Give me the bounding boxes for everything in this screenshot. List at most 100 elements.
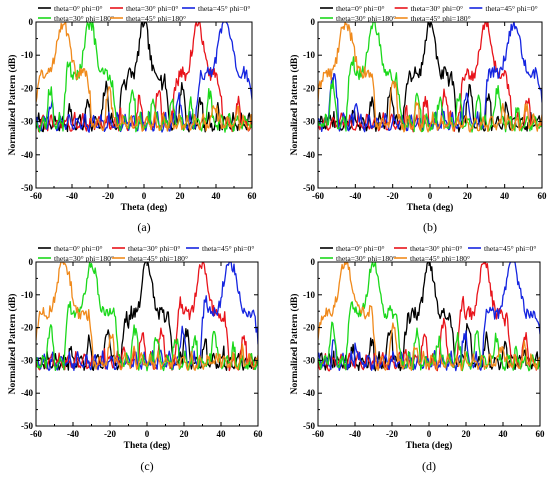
legend-label: theta=30° phi=180° xyxy=(336,14,396,23)
y-tick-label: -50 xyxy=(21,421,33,431)
legend-label: theta=45° phi=180° xyxy=(126,14,186,23)
y-tick-label: -50 xyxy=(303,183,315,193)
x-tick-label: 20 xyxy=(462,429,472,439)
x-tick-label: 20 xyxy=(176,191,186,201)
legend-label: theta=45° phi=0° xyxy=(198,4,250,13)
legend: theta=0° phi=0° theta=30° phi=0° theta=45°… xyxy=(38,244,254,263)
y-tick-label: -10 xyxy=(303,50,315,60)
y-tick-label: 0 xyxy=(29,257,34,267)
x-tick-label: -60 xyxy=(312,191,324,201)
x-tick-label: 20 xyxy=(180,429,190,439)
y-tick-label: -30 xyxy=(303,355,315,365)
x-tick-label: 40 xyxy=(499,429,509,439)
x-tick-label: 40 xyxy=(212,191,222,201)
x-tick-label: -60 xyxy=(30,191,42,201)
series-group xyxy=(36,262,258,372)
series-line-5 xyxy=(318,262,540,372)
y-tick-label: -30 xyxy=(303,117,315,127)
chart-panel-4: -60 -40 -20 0 20 40 60 0 -10 -20 -30 -40 -50 Theta (d… xyxy=(289,244,545,473)
series-line-4 xyxy=(318,22,542,133)
legend-label: theta=30° phi=0° xyxy=(126,4,178,13)
legend-label: theta=0° phi=0° xyxy=(54,4,103,13)
x-tick-label: 60 xyxy=(248,191,258,201)
series-line-5 xyxy=(36,262,258,371)
y-tick-label: -20 xyxy=(21,83,33,93)
x-tick-label: 60 xyxy=(538,191,548,201)
x-tick-label: -20 xyxy=(104,429,116,439)
y-tick-label: -10 xyxy=(21,290,33,300)
legend-label: theta=30° phi=180° xyxy=(54,254,114,263)
x-axis-label: Theta (deg) xyxy=(406,440,453,451)
legend-label: theta=45° phi=0° xyxy=(484,244,536,253)
x-tick-label: -40 xyxy=(349,191,361,201)
x-tick-label: -60 xyxy=(312,429,324,439)
x-tick-label: -40 xyxy=(66,191,78,201)
x-tick-label: 40 xyxy=(217,429,227,439)
legend-label: theta=30° phi=0° xyxy=(411,4,463,13)
chart-panel-1: -60 -40 -20 0 20 40 60 0 -10 -20 -30 -40 -50 Theta (d… xyxy=(7,4,257,234)
x-axis-label: Theta (deg) xyxy=(407,202,454,213)
x-tick-label: 0 xyxy=(145,429,150,439)
series-line-3 xyxy=(36,22,252,133)
legend-label: theta=30° phi=0° xyxy=(128,244,180,253)
y-axis-label: Normalized Pattern (dB) xyxy=(289,55,300,156)
x-tick-label: -40 xyxy=(349,429,361,439)
legend-label: theta=0° phi=0° xyxy=(336,244,385,253)
legend: theta=0° phi=0° theta=30° phi=0° theta=45°… xyxy=(320,4,538,23)
y-axis-label: Normalized Pattern (dB) xyxy=(7,55,18,156)
legend-label: theta=0° phi=0° xyxy=(336,4,385,13)
series-line-1 xyxy=(36,262,258,371)
y-tick-label: -10 xyxy=(21,50,33,60)
y-tick-label: -20 xyxy=(303,83,315,93)
y-tick-label: 0 xyxy=(311,257,316,267)
series-group xyxy=(318,22,542,133)
y-tick-label: -40 xyxy=(303,388,315,398)
panel-label: (b) xyxy=(423,220,437,234)
y-tick-label: -20 xyxy=(303,323,315,333)
x-tick-label: 0 xyxy=(427,429,432,439)
chart-panel-3: -60 -40 -20 0 20 40 60 0 -10 -20 -30 -40 -50 Theta (d… xyxy=(7,244,263,473)
y-tick-label: -10 xyxy=(303,290,315,300)
x-tick-label: 60 xyxy=(254,429,264,439)
x-tick-label: -20 xyxy=(386,429,398,439)
y-tick-label: -40 xyxy=(21,150,33,160)
series-line-5 xyxy=(318,22,542,133)
x-tick-label: 40 xyxy=(500,191,510,201)
legend: theta=0° phi=0° theta=30° phi=0° theta=45°… xyxy=(38,4,250,23)
legend-label: theta=30° phi=180° xyxy=(336,254,396,263)
series-line-5 xyxy=(36,22,252,132)
legend-label: theta=30° phi=0° xyxy=(410,244,462,253)
legend: theta=0° phi=0° theta=30° phi=0° theta=45°… xyxy=(320,244,536,263)
y-tick-label: -50 xyxy=(21,183,33,193)
y-tick-label: -50 xyxy=(303,421,315,431)
legend-label: theta=45° phi=180° xyxy=(410,254,470,263)
y-tick-label: -30 xyxy=(21,355,33,365)
y-tick-label: 0 xyxy=(311,17,316,27)
x-axis-label: Theta (deg) xyxy=(121,202,168,213)
legend-label: theta=45° phi=180° xyxy=(411,14,471,23)
x-axis-label: Theta (deg) xyxy=(124,440,171,451)
x-tick-label: 60 xyxy=(536,429,546,439)
x-tick-label: 0 xyxy=(142,191,147,201)
series-line-2 xyxy=(318,262,540,372)
legend-label: theta=45° phi=0° xyxy=(485,4,537,13)
y-tick-label: -40 xyxy=(21,388,33,398)
x-tick-label: -20 xyxy=(102,191,114,201)
y-tick-label: -20 xyxy=(21,323,33,333)
plot-frame xyxy=(35,261,259,427)
panel-label: (c) xyxy=(140,459,153,473)
series-group xyxy=(36,22,252,133)
y-tick-label: -30 xyxy=(21,117,33,127)
plot-frame xyxy=(35,21,253,189)
series-line-4 xyxy=(36,22,252,133)
chart-panel-2: -60 -40 -20 0 20 40 60 0 -10 -20 -30 -40 -50 Theta (d… xyxy=(289,4,547,234)
y-axis-label: Normalized Pattern (dB) xyxy=(289,294,300,395)
x-tick-label: -20 xyxy=(387,191,399,201)
legend-label: theta=0° phi=0° xyxy=(54,244,103,253)
y-tick-label: 0 xyxy=(29,17,34,27)
legend-label: theta=30° phi=180° xyxy=(54,14,114,23)
y-tick-label: -40 xyxy=(303,150,315,160)
panel-label: (a) xyxy=(137,220,150,234)
x-tick-label: -60 xyxy=(30,429,42,439)
